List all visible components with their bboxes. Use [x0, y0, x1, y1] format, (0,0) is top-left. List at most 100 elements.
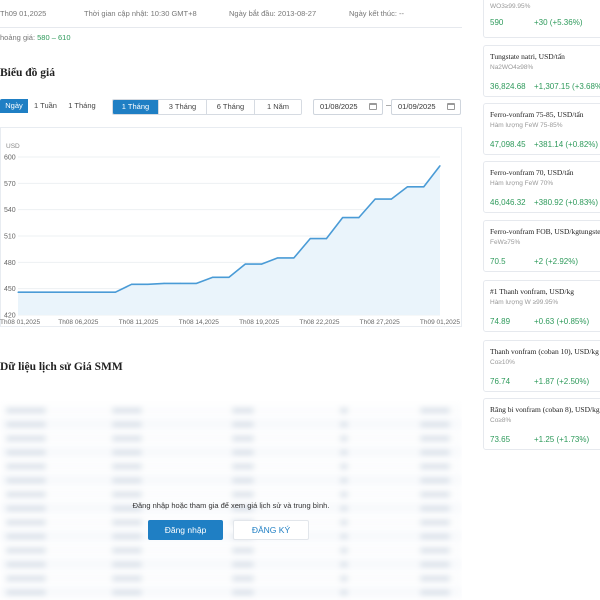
price-card[interactable]: Răng bi vonfram (coban 8), USD/kg Co≥8% … — [483, 398, 600, 450]
history-table: Đăng nhập hoặc tham gia để xem giá lịch … — [0, 396, 462, 600]
period-tabs: 1 Tháng 3 Tháng 6 Tháng 1 Năm — [112, 99, 302, 115]
history-cell — [6, 520, 46, 525]
y-tick-label: 510 — [4, 234, 16, 241]
calendar-icon[interactable] — [369, 103, 377, 110]
login-button[interactable]: Đăng nhập — [148, 520, 223, 540]
history-cell — [420, 506, 450, 511]
price-card[interactable]: Ferro-vonfram 75-85, USD/tấn Hàm lượng F… — [483, 103, 600, 155]
tab-interval-week[interactable]: 1 Tuần — [28, 99, 63, 113]
data-point — [66, 291, 68, 293]
data-point — [439, 165, 441, 167]
history-cell — [340, 422, 348, 427]
history-cell — [340, 506, 348, 511]
history-cell — [420, 548, 450, 553]
price-card-spec: FeW≥75% — [490, 239, 521, 246]
price-card[interactable]: #1 Thanh vonfram, USD/kg Hàm lượng W ≥99… — [483, 280, 600, 332]
history-cell — [112, 408, 142, 413]
price-card-name: Ferro-vonfram FOB, USD/kgtungsten — [490, 227, 600, 236]
price-card-change: +30 (+5.36%) — [534, 18, 583, 27]
history-cell — [6, 548, 46, 553]
y-tick-label: 600 — [4, 155, 16, 162]
price-card-change: +0.63 (+0.85%) — [534, 317, 590, 326]
tab-period-1-month[interactable]: 1 Tháng — [113, 100, 159, 114]
history-cell — [232, 576, 254, 581]
update-time: Thời gian cập nhật: 10:30 GMT+8 — [84, 9, 197, 18]
price-card-change: +381.14 (+0.82%) — [534, 140, 599, 149]
date-to-input[interactable]: 01/09/2025 — [391, 99, 461, 115]
history-cell — [340, 464, 348, 469]
history-cell — [112, 506, 142, 511]
price-card-change: +1,307.15 (+3.68%) — [534, 82, 600, 91]
price-card[interactable]: Tungstate natri, USD/tấn Na2WO4≥98% 36,8… — [483, 45, 600, 97]
history-cell — [420, 422, 450, 427]
history-cell — [6, 408, 46, 413]
data-point — [212, 276, 214, 278]
data-point — [374, 198, 376, 200]
tab-period-3-months[interactable]: 3 Tháng — [159, 100, 207, 114]
history-cell — [6, 576, 46, 581]
history-cell — [340, 520, 348, 525]
history-cell — [112, 422, 142, 427]
history-cell — [340, 450, 348, 455]
y-unit-label: USD — [6, 143, 20, 150]
history-cell — [232, 492, 254, 497]
history-cell — [112, 590, 142, 595]
calendar-icon[interactable] — [447, 103, 455, 110]
price-card-price: 73.65 — [490, 435, 511, 444]
history-cell — [6, 492, 46, 497]
data-point — [17, 291, 19, 293]
history-cell — [340, 534, 348, 539]
data-point — [325, 238, 327, 240]
price-card-name: #1 Thanh vonfram, USD/kg — [490, 287, 575, 296]
price-card-spec: Hàm lượng FeW 75-85% — [490, 122, 563, 129]
history-cell — [232, 450, 254, 455]
data-point — [179, 282, 181, 284]
history-row — [0, 558, 462, 570]
price-card[interactable]: WO3≥99.95% 590 +30 (+5.36%) — [483, 0, 600, 38]
tab-interval-day[interactable]: Ngày — [0, 99, 28, 113]
tab-period-6-months[interactable]: 6 Tháng — [207, 100, 255, 114]
history-cell — [420, 590, 450, 595]
history-cell — [112, 562, 142, 567]
history-cell — [420, 576, 450, 581]
history-cell — [112, 534, 142, 539]
history-cell — [340, 548, 348, 553]
data-point — [195, 282, 198, 284]
price-card-price: 46,046.32 — [490, 198, 526, 207]
price-card-price: 36,824.68 — [490, 82, 526, 91]
data-point — [390, 198, 392, 200]
history-row — [0, 432, 462, 444]
history-cell — [340, 492, 348, 497]
price-card-spec: Hàm lượng FeW 70% — [490, 180, 554, 187]
price-card[interactable]: Thanh vonfram (coban 10), USD/kg Co≥10% … — [483, 340, 600, 392]
data-point — [406, 186, 409, 188]
history-cell — [420, 478, 450, 483]
price-range-value: 580 – 610 — [37, 33, 71, 42]
main-panel: Th09 01,2025 Thời gian cập nhật: 10:30 G… — [0, 9, 462, 600]
tab-period-1-year[interactable]: 1 Năm — [255, 100, 301, 114]
register-button[interactable]: ĐĂNG KÝ — [233, 520, 309, 540]
data-point — [82, 291, 84, 293]
sidebar: WO3≥99.95% 590 +30 (+5.36%) Tungstate na… — [473, 0, 600, 600]
history-row — [0, 530, 462, 542]
price-card-price: 76.74 — [490, 377, 511, 386]
history-cell — [232, 478, 254, 483]
price-card[interactable]: Ferro-vonfram 70, USD/tấn Hàm lượng FeW … — [483, 161, 600, 213]
history-cell — [112, 436, 142, 441]
price-card[interactable]: Ferro-vonfram FOB, USD/kgtungsten FeW≥75… — [483, 220, 600, 272]
data-point — [114, 291, 116, 293]
history-row — [0, 586, 462, 598]
y-tick-label: 450 — [4, 286, 16, 293]
tab-interval-month[interactable]: 1 Tháng — [63, 99, 101, 113]
history-row — [0, 418, 462, 430]
data-point — [33, 291, 35, 293]
login-prompt: Đăng nhập hoặc tham gia để xem giá lịch … — [132, 501, 330, 510]
history-row — [0, 404, 462, 416]
price-card-spec: WO3≥99.95% — [490, 3, 531, 10]
data-point — [98, 291, 100, 293]
history-cell — [232, 590, 254, 595]
date-from-input[interactable]: 01/08/2025 — [313, 99, 383, 115]
history-cell — [420, 520, 450, 525]
x-tick-label: Th08 22,2025 — [299, 319, 340, 326]
history-cell — [112, 492, 142, 497]
